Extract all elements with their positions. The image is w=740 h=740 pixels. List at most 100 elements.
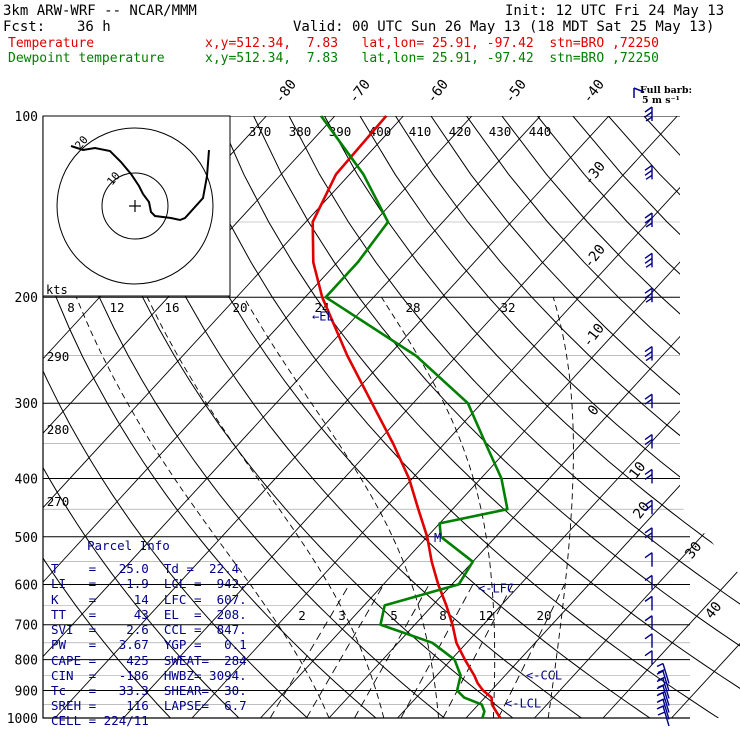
isotherm-label: -50 [502, 77, 530, 107]
dry-adiabat [182, 116, 719, 718]
isotherm-line [43, 116, 404, 718]
parcel-row: TT = 43 EL = 208. [51, 607, 247, 622]
mixing-ratio-label: 12 [478, 608, 493, 623]
isotherm-line [465, 116, 740, 718]
wind-barb [644, 574, 653, 590]
isotherm-label: 0 [585, 402, 603, 418]
isotherm-label: -30 [581, 159, 609, 189]
mid-level-marker: M [434, 531, 441, 545]
wind-barb [656, 684, 670, 706]
wind-barb [644, 106, 653, 122]
pressure-tick-label: 900 [15, 684, 38, 699]
dry-adiabat [430, 116, 740, 718]
init-time: Init: 12 UTC Fri 24 May 13 [505, 3, 725, 19]
dry-adiabat [217, 116, 740, 718]
wind-barb [644, 527, 653, 542]
dewpoint-legend-info: x,y=512.34, 7.83 lat,lon= 25.91, -97.42 … [205, 51, 659, 66]
isotherm-label: -70 [346, 77, 374, 107]
isotherm-line [397, 116, 740, 718]
pressure-tick-label: 400 [15, 472, 38, 487]
parcel-row: K = 14 LFC = 607. [51, 592, 247, 607]
wind-barb [656, 662, 670, 684]
wind-barb [656, 691, 670, 713]
moist-adiabat [243, 296, 440, 718]
parcel-info-panel: Parcel Info T = 25.0 Td = 22.4 LI = -1.9… [43, 536, 247, 728]
isotherm-line [123, 116, 678, 718]
temperature-profile [311, 115, 502, 719]
isotherm-label: -40 [580, 77, 608, 107]
dry-adiabat [43, 116, 445, 718]
theta-label: 410 [409, 124, 432, 139]
pressure-tick-label: 200 [15, 291, 38, 306]
ccl-marker: <-CCL [526, 669, 562, 683]
dewpoint-legend-label: Dewpoint temperature [8, 51, 165, 66]
forecast-label: Fcst: [3, 19, 46, 35]
pressure-tick-label: 700 [15, 619, 38, 634]
mixing-ratio-label: 5 [390, 608, 398, 623]
theta-label: 290 [47, 349, 70, 364]
parcel-row: SREH = 116 LAPSE= 6.7 [51, 698, 247, 713]
wind-barb [656, 698, 670, 720]
profiles-layer [311, 115, 509, 719]
wind-barb [644, 164, 653, 180]
isotherm-line [602, 116, 740, 718]
dewpoint-profile [320, 115, 509, 719]
hodograph-ring-inner [101, 172, 169, 240]
theta-label: 280 [47, 422, 70, 437]
isotherm-label: 30 [682, 539, 705, 562]
moist-adiabat [547, 297, 574, 718]
theta-label: 380 [289, 124, 312, 139]
forecast-hour: 36 h [77, 19, 111, 35]
isotherm-label: 40 [702, 599, 725, 622]
mixing-ratio-line [400, 584, 474, 718]
wind-barb [644, 615, 653, 630]
el-marker: ←EL [312, 309, 334, 323]
parcel-row: CAPE = 425 SWEAT= 284 [51, 653, 247, 668]
mixing-ratio-line [306, 584, 385, 718]
dry-adiabat [359, 116, 740, 718]
dry-adiabat [43, 116, 377, 718]
wind-barb [644, 345, 653, 362]
pressure-tick-label: 500 [15, 531, 38, 546]
theta-label: 440 [529, 124, 552, 139]
wind-barb [644, 252, 653, 268]
parcel-row: CIN = -186 HWBZ= 3094. [51, 668, 247, 683]
wind-barb [656, 670, 670, 692]
lfc-marker: <-LFC [478, 581, 514, 595]
moist-adiabat [75, 297, 330, 718]
mixing-ratio-line [497, 584, 565, 718]
plot-frame [42, 116, 690, 719]
isotherm-label: -20 [581, 242, 609, 272]
parcel-row: SVI = 2.6 CCL = 847. [51, 622, 247, 637]
parcel-row: T = 25.0 Td = 22.4 [51, 561, 240, 576]
isotherm-line [534, 116, 740, 718]
parcel-row: CELL = 224/11 [51, 713, 149, 728]
theta-label: 430 [489, 124, 512, 139]
isotherm-line [191, 116, 740, 718]
parcel-row: Tc = 33.3 SHEAR= 30. [51, 683, 247, 698]
wet-bulb-label: 28 [405, 300, 420, 315]
mixing-ratio-line [269, 584, 350, 718]
valid-time: Valid: 00 UTC Sun 26 May 13 (18 MDT Sat … [293, 19, 715, 35]
dry-adiabat [253, 116, 740, 718]
isotherm-label: -80 [272, 77, 300, 107]
wind-barb [644, 633, 653, 648]
pressure-tick-label: 100 [15, 110, 38, 125]
theta-label: 270 [47, 494, 70, 509]
wind-legend-title: Full barb: [640, 85, 692, 96]
pressure-tick-label: 1000 [7, 712, 38, 727]
pressure-tick-label: 800 [15, 654, 38, 669]
dry-adiabat [43, 116, 171, 718]
isotherm-line [54, 116, 610, 718]
wet-bulb-label: 12 [109, 300, 124, 315]
theta-label: 420 [449, 124, 472, 139]
wind-barb [644, 552, 653, 567]
wind-legend-barb [633, 87, 645, 93]
wind-barb [644, 433, 653, 449]
isotherm-line [43, 116, 473, 718]
moist-adiabat [146, 297, 385, 718]
level-markers: ←EL <-LFC <-CCL <-LCL M [312, 309, 562, 710]
theta-label: 400 [369, 124, 392, 139]
mixing-ratio-label: 8 [439, 608, 447, 623]
